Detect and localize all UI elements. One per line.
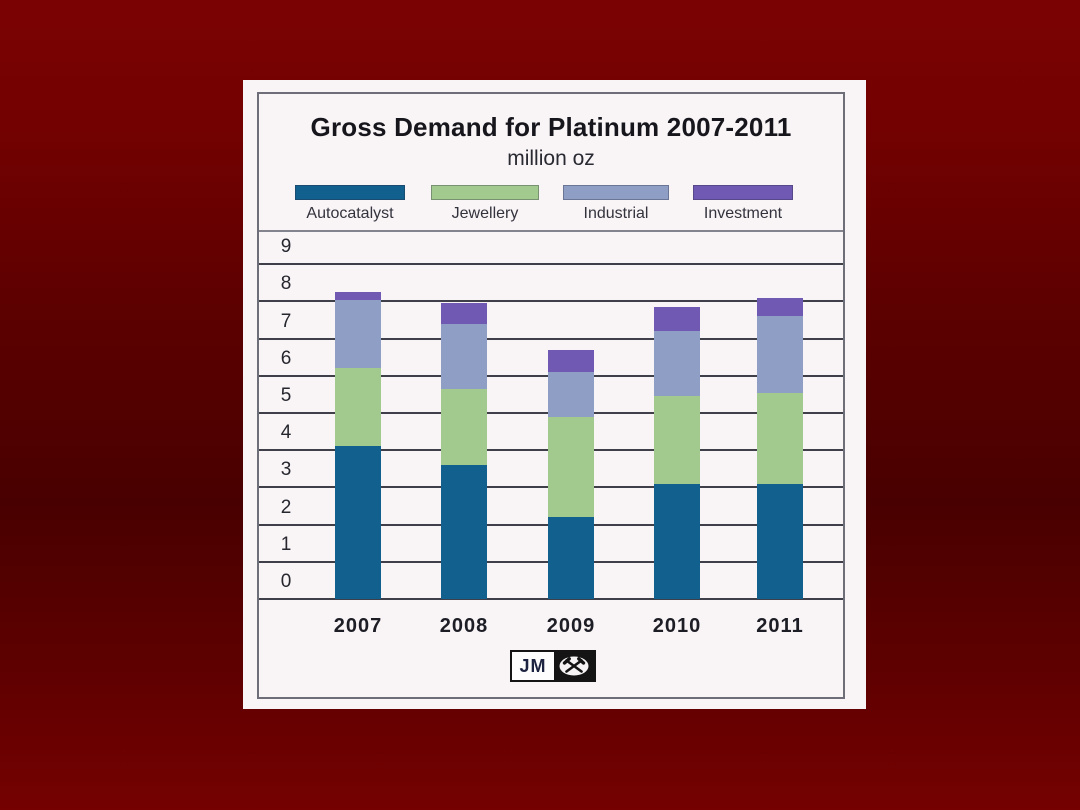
- bar-segment-2008-investment: [441, 303, 487, 324]
- bar-segment-2007-investment: [335, 292, 381, 300]
- jm-logo-text: JM: [519, 655, 547, 676]
- x-axis-label-2011: 2011: [756, 615, 804, 637]
- legend-swatch-industrial: [563, 185, 669, 200]
- chart-title: Gross Demand for Platinum 2007-2011: [310, 112, 792, 142]
- bar-segment-2010-investment: [654, 306, 700, 332]
- legend-swatch-autocatalyst: [295, 185, 405, 200]
- gridline-9: [259, 263, 843, 265]
- bar-segment-2011-autocatalyst: [757, 483, 803, 599]
- legend-item-autocatalyst: Autocatalyst: [295, 185, 405, 222]
- gridline-7: [259, 338, 843, 340]
- bar-segment-2009-industrial: [548, 372, 594, 417]
- bar-segment-2007-jewellery: [335, 368, 381, 447]
- bar-segment-2009-investment: [548, 349, 594, 373]
- bar-segment-2008-autocatalyst: [441, 465, 487, 599]
- y-axis-label-2: 2: [280, 497, 292, 518]
- y-axis-label-6: 6: [280, 348, 292, 369]
- legend-label-jewellery: Jewellery: [451, 205, 519, 222]
- bar-segment-2008-industrial: [441, 323, 487, 389]
- y-axis-label-3: 3: [280, 459, 292, 480]
- legend-item-industrial: Industrial: [563, 185, 669, 222]
- bar-segment-2010-industrial: [654, 331, 700, 397]
- x-axis-label-2008: 2008: [439, 615, 489, 637]
- bar-segment-2011-industrial: [757, 316, 803, 393]
- legend-item-jewellery: Jewellery: [431, 185, 539, 222]
- legend-label-investment: Investment: [703, 205, 783, 222]
- y-axis-label-9: 9: [280, 236, 292, 257]
- bar-segment-2007-industrial: [335, 299, 381, 369]
- x-axis-label-2009: 2009: [546, 615, 596, 637]
- y-axis-label-7: 7: [280, 311, 292, 332]
- bar-segment-2009-jewellery: [548, 416, 594, 518]
- gridline-0: [259, 598, 843, 600]
- y-axis-label-4: 4: [280, 422, 292, 443]
- bar-segment-2008-jewellery: [441, 388, 487, 466]
- y-axis-label-1: 1: [280, 534, 292, 555]
- crossed-hammers-icon: [554, 652, 594, 680]
- bar-segment-2011-investment: [757, 297, 803, 317]
- legend-label-autocatalyst: Autocatalyst: [306, 205, 394, 222]
- bar-segment-2011-jewellery: [757, 392, 803, 484]
- legend-label-industrial: Industrial: [583, 205, 649, 222]
- chart-subtitle: million oz: [507, 147, 595, 170]
- legend-swatch-jewellery: [431, 185, 539, 200]
- y-axis-label-5: 5: [280, 385, 292, 406]
- chart-frame: Gross Demand for Platinum 2007-2011 mill…: [257, 92, 845, 699]
- bar-segment-2010-jewellery: [654, 396, 700, 484]
- y-axis-label-8: 8: [280, 273, 292, 294]
- chart-panel: Gross Demand for Platinum 2007-2011 mill…: [243, 80, 866, 709]
- y-axis-label-0: 0: [280, 571, 292, 592]
- jm-logo: JM: [510, 650, 596, 682]
- legend-item-investment: Investment: [693, 185, 793, 222]
- bar-segment-2009-autocatalyst: [548, 517, 594, 599]
- x-axis-label-2007: 2007: [333, 615, 383, 637]
- bar-segment-2010-autocatalyst: [654, 483, 700, 599]
- legend-separator-line: [259, 230, 843, 232]
- legend-swatch-investment: [693, 185, 793, 200]
- bar-segment-2007-autocatalyst: [335, 446, 381, 599]
- x-axis-label-2010: 2010: [652, 615, 702, 637]
- gridline-8: [259, 300, 843, 302]
